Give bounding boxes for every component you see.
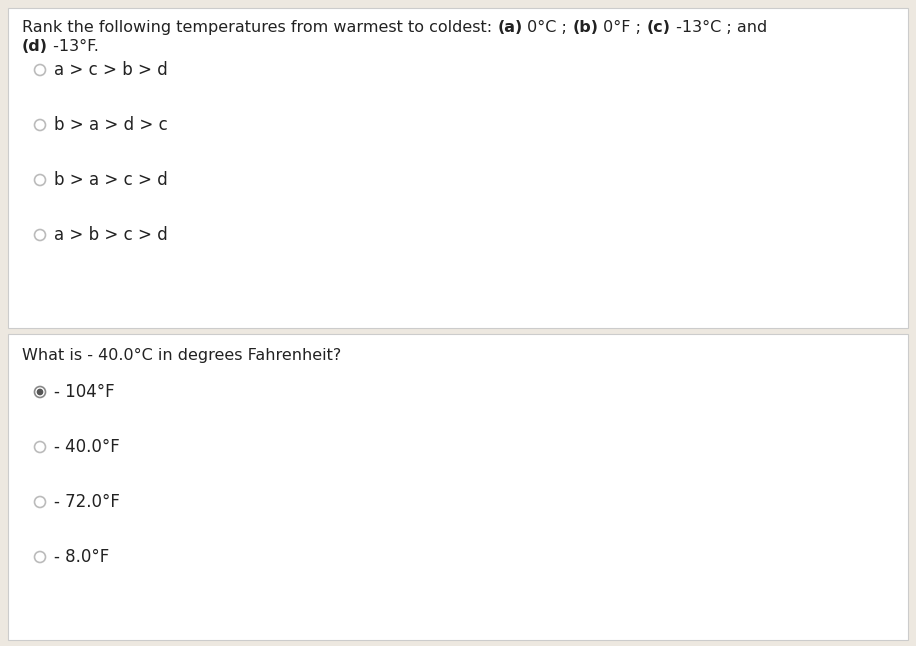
Bar (8, 334, 908, 640)
Text: What is - 40.0°C in degrees Fahrenheit?: What is - 40.0°C in degrees Fahrenheit? (22, 348, 342, 363)
Circle shape (35, 497, 46, 508)
Circle shape (35, 174, 46, 185)
Text: (c): (c) (647, 20, 671, 35)
Bar (8, 8, 908, 328)
Circle shape (35, 386, 46, 397)
Text: (d): (d) (22, 39, 48, 54)
Text: - 72.0°F: - 72.0°F (54, 493, 120, 511)
Circle shape (35, 120, 46, 130)
Text: Rank the following temperatures from warmest to coldest:: Rank the following temperatures from war… (22, 20, 497, 35)
Circle shape (35, 229, 46, 240)
Text: 0°F ;: 0°F ; (598, 20, 647, 35)
Circle shape (38, 390, 43, 395)
Text: -13°C ; and: -13°C ; and (671, 20, 767, 35)
Text: b > a > d > c: b > a > d > c (54, 116, 168, 134)
Text: -13°F.: -13°F. (48, 39, 99, 54)
Circle shape (35, 441, 46, 452)
Text: (a): (a) (497, 20, 522, 35)
Circle shape (35, 552, 46, 563)
Text: 0°C ;: 0°C ; (522, 20, 572, 35)
Text: - 104°F: - 104°F (54, 383, 114, 401)
Text: - 40.0°F: - 40.0°F (54, 438, 120, 456)
Text: b > a > c > d: b > a > c > d (54, 171, 168, 189)
Text: a > b > c > d: a > b > c > d (54, 226, 168, 244)
Circle shape (35, 65, 46, 76)
Text: - 8.0°F: - 8.0°F (54, 548, 109, 566)
Text: (b): (b) (572, 20, 598, 35)
Text: a > c > b > d: a > c > b > d (54, 61, 168, 79)
